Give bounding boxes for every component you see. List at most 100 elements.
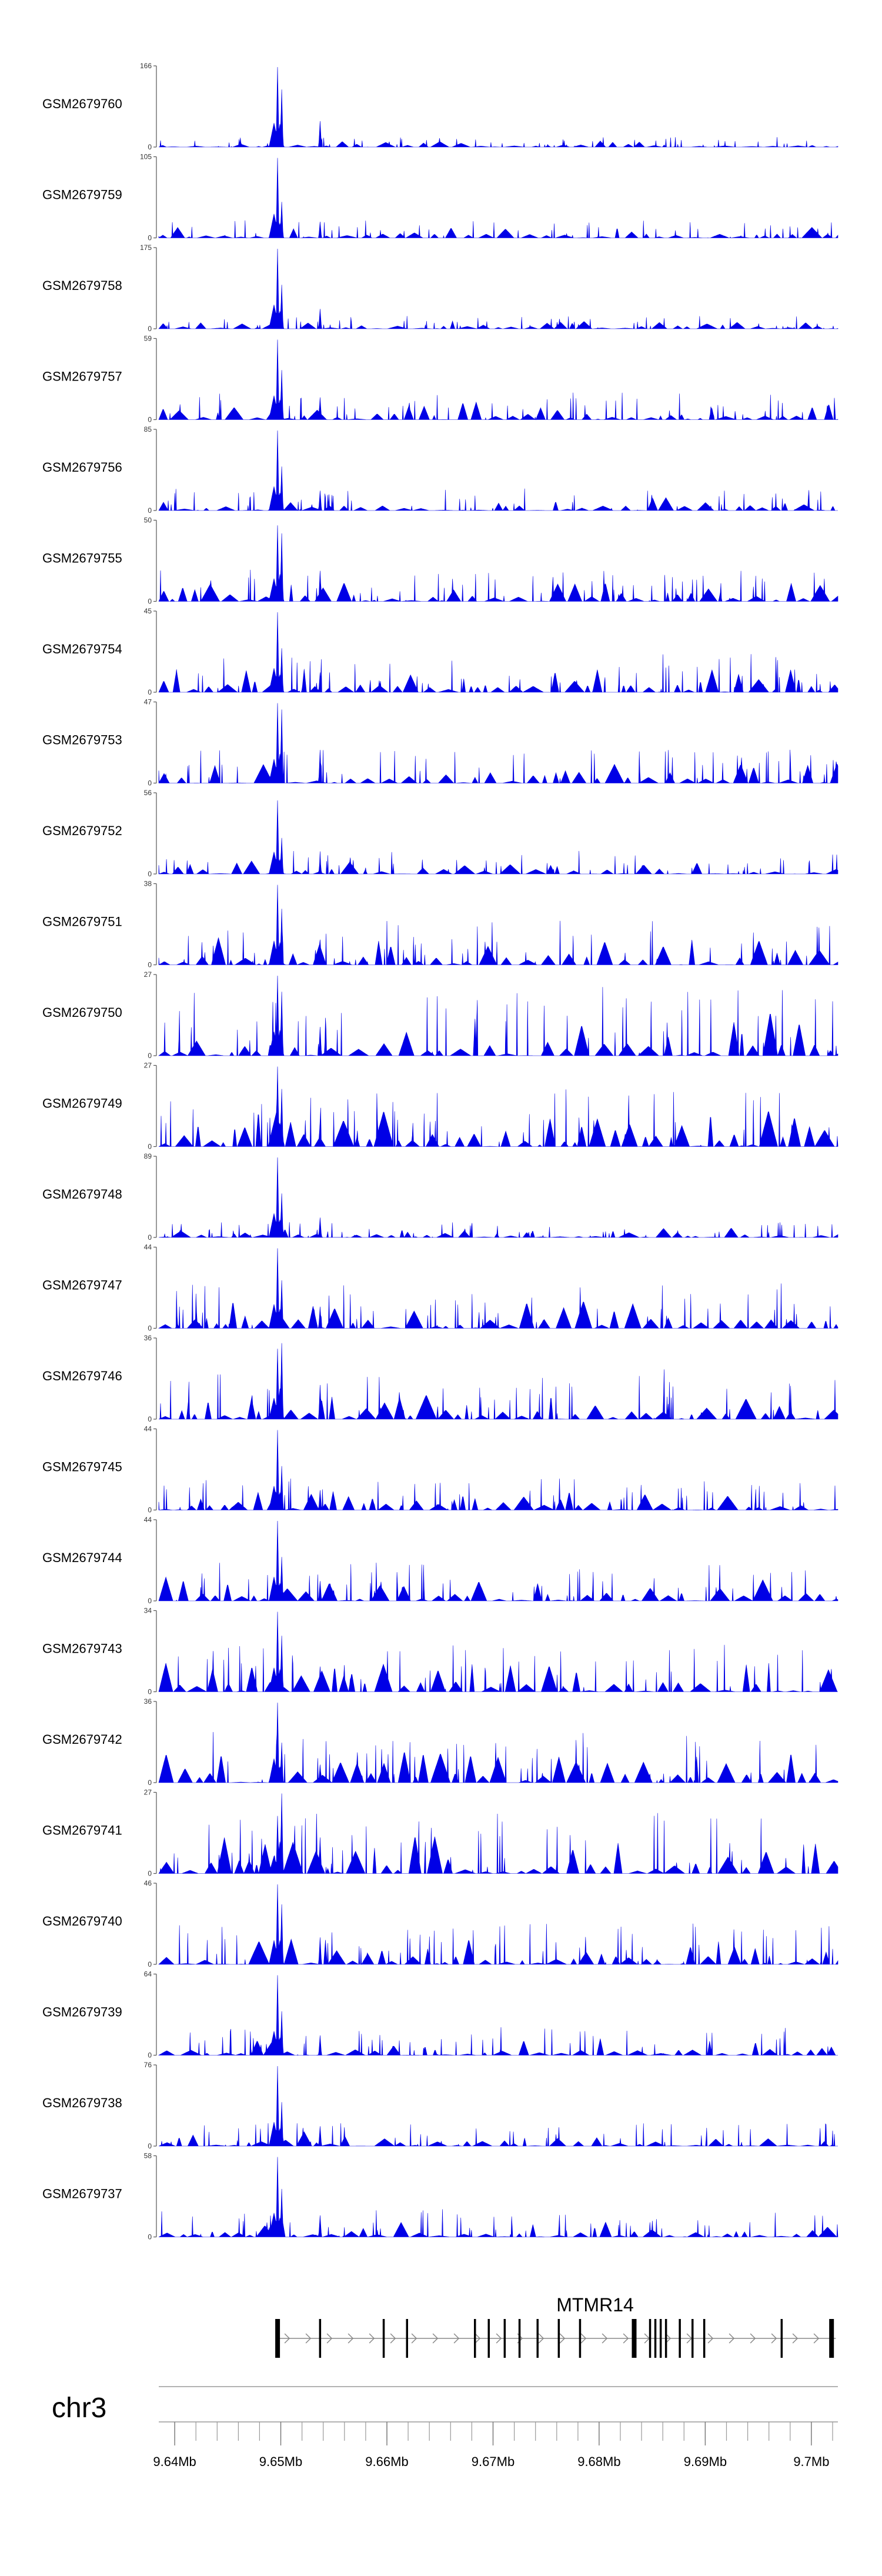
gene-exon (703, 2319, 706, 2358)
track-label: GSM2679749 (42, 1096, 122, 1111)
x-tick-label: 9.64Mb (153, 2454, 196, 2469)
coverage-area (158, 800, 838, 875)
track-GSM2679743: GSM2679743 34 0 (42, 1607, 838, 1696)
coverage-area (158, 248, 838, 329)
coverage-area (158, 1066, 838, 1147)
genome-axis: chr3 9.64Mb 9.65Mb 9.66Mb 9.67Mb 9.68Mb 9.69M… (52, 2386, 838, 2469)
track-GSM2679739: GSM2679739 64 0 (42, 1970, 838, 2060)
track-label: GSM2679750 (42, 1005, 122, 1020)
gene-exon (474, 2319, 476, 2358)
y-max-label: 44 (144, 1425, 152, 1433)
track-GSM2679748: GSM2679748 89 0 (42, 1152, 838, 1242)
track-GSM2679756: GSM2679756 85 0 (42, 425, 838, 515)
coverage-area (158, 1430, 838, 1510)
strand-chevron (623, 2333, 629, 2344)
y-max-label: 59 (144, 335, 152, 343)
coverage-area (158, 66, 838, 148)
gene-exon (406, 2319, 408, 2358)
y-max-label: 27 (144, 1788, 152, 1797)
coverage-area (158, 158, 838, 238)
track-label: GSM2679740 (42, 1914, 122, 1928)
y-min-label: 0 (148, 143, 152, 151)
y-min-label: 0 (148, 1778, 152, 1787)
y-min-label: 0 (148, 1688, 152, 1696)
gene-exon (319, 2319, 322, 2358)
track-label: GSM2679760 (42, 96, 122, 111)
strand-chevron (475, 2333, 481, 2344)
gene-exon (829, 2319, 834, 2358)
coverage-area (158, 430, 838, 512)
y-max-label: 64 (144, 1970, 152, 1978)
track-GSM2679740: GSM2679740 46 0 (42, 1879, 838, 1968)
track-GSM2679755: GSM2679755 50 0 (42, 516, 838, 606)
strand-chevron (750, 2333, 756, 2344)
coverage-area (158, 1611, 838, 1693)
y-max-label: 46 (144, 1879, 152, 1887)
y-min-label: 0 (148, 416, 152, 424)
gene-exon (649, 2319, 652, 2358)
y-min-label: 0 (148, 1506, 152, 1514)
coverage-area (158, 1343, 838, 1420)
y-min-label: 0 (148, 1052, 152, 1060)
coverage-area (158, 1702, 838, 1784)
y-max-label: 166 (140, 62, 152, 70)
y-min-label: 0 (148, 2142, 152, 2150)
gene-exon (654, 2319, 657, 2358)
track-label: GSM2679739 (42, 2005, 122, 2020)
track-GSM2679750: GSM2679750 27 0 (42, 970, 838, 1060)
y-max-label: 36 (144, 1697, 152, 1706)
track-label: GSM2679758 (42, 278, 122, 293)
y-max-label: 56 (144, 789, 152, 797)
coverage-area (158, 1884, 838, 1966)
gene-exon (518, 2319, 521, 2358)
gene-exon (579, 2319, 582, 2358)
strand-chevron (602, 2333, 608, 2344)
y-min-label: 0 (148, 2051, 152, 2060)
strand-chevron (496, 2333, 502, 2344)
track-label: GSM2679754 (42, 642, 122, 656)
gene-exon (503, 2319, 506, 2358)
strand-chevron (348, 2333, 354, 2344)
y-min-label: 0 (148, 1415, 152, 1423)
track-label: GSM2679744 (42, 1550, 122, 1565)
track-GSM2679745: GSM2679745 44 0 (42, 1425, 838, 1514)
x-tick-label: 9.67Mb (472, 2454, 514, 2469)
strand-chevron (707, 2333, 714, 2344)
y-min-label: 0 (148, 1870, 152, 1878)
strand-chevron (792, 2333, 799, 2344)
y-min-label: 0 (148, 961, 152, 969)
strand-chevron (580, 2333, 587, 2344)
track-GSM2679753: GSM2679753 47 0 (42, 698, 838, 788)
strand-chevron (813, 2333, 820, 2344)
track-GSM2679747: GSM2679747 44 0 (42, 1243, 838, 1333)
coverage-area (158, 975, 838, 1056)
x-tick-label: 9.65Mb (259, 2454, 302, 2469)
track-label: GSM2679759 (42, 188, 122, 202)
strand-chevron (305, 2333, 312, 2344)
strand-chevron (390, 2333, 396, 2344)
y-max-label: 27 (144, 1062, 152, 1070)
coverage-area (158, 1793, 838, 1874)
y-max-label: 44 (144, 1516, 152, 1524)
gene-exon (536, 2319, 539, 2358)
y-min-label: 0 (148, 325, 152, 333)
coverage-area (158, 1157, 838, 1238)
y-min-label: 0 (148, 506, 152, 515)
gene-exon (557, 2319, 560, 2358)
y-max-label: 44 (144, 1243, 152, 1252)
coverage-area (158, 525, 838, 602)
track-label: GSM2679756 (42, 460, 122, 475)
strand-chevron (284, 2333, 290, 2344)
track-GSM2679742: GSM2679742 36 0 (42, 1697, 838, 1787)
y-max-label: 45 (144, 607, 152, 615)
track-label: GSM2679752 (42, 823, 122, 838)
track-GSM2679751: GSM2679751 38 0 (42, 880, 838, 969)
y-min-label: 0 (148, 1324, 152, 1333)
track-label: GSM2679737 (42, 2187, 122, 2201)
track-GSM2679741: GSM2679741 27 0 (42, 1788, 838, 1878)
strand-chevron (369, 2333, 375, 2344)
track-GSM2679754: GSM2679754 45 0 (42, 607, 838, 696)
x-tick-label: 9.68Mb (577, 2454, 620, 2469)
y-max-label: 38 (144, 880, 152, 888)
gene-exon (632, 2319, 637, 2358)
